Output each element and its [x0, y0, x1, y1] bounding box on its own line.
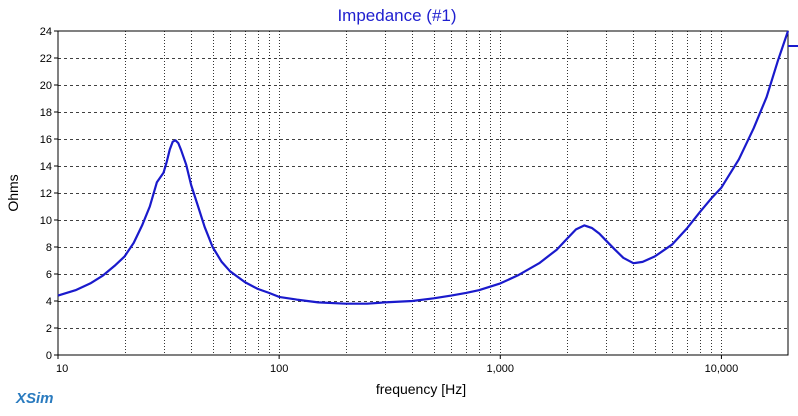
xsim-logo-text: XSim — [15, 390, 54, 407]
x-tick-label: 10 — [56, 363, 68, 375]
series-line-impedance — [57, 30, 790, 305]
x-axis-label: frequency [Hz] — [376, 381, 466, 397]
y-tick-label: 12 — [40, 188, 52, 200]
y-axis-label: Ohms — [5, 174, 21, 211]
y-tick-label: 22 — [40, 53, 52, 65]
x-tick-label: 100 — [270, 363, 288, 375]
chart-title: Impedance (#1) — [337, 6, 456, 25]
y-tick-label: 20 — [40, 80, 52, 92]
y-tick-label: 18 — [40, 107, 52, 119]
y-tick-label: 4 — [46, 296, 52, 308]
y-tick-label: 0 — [46, 350, 52, 362]
grid-lines — [58, 31, 788, 355]
y-tick-label: 8 — [46, 242, 52, 254]
y-tick-label: 24 — [40, 26, 52, 38]
y-tick-label: 10 — [40, 215, 52, 227]
y-tick-label: 14 — [40, 161, 52, 173]
x-tick-label: 10,000 — [705, 363, 739, 375]
y-tick-label: 2 — [46, 323, 52, 335]
y-tick-label: 16 — [40, 134, 52, 146]
x-axis-ticks: 10 100 1,000 10,000 — [56, 355, 738, 375]
y-tick-label: 6 — [46, 269, 52, 281]
x-tick-label: 1,000 — [487, 363, 515, 375]
